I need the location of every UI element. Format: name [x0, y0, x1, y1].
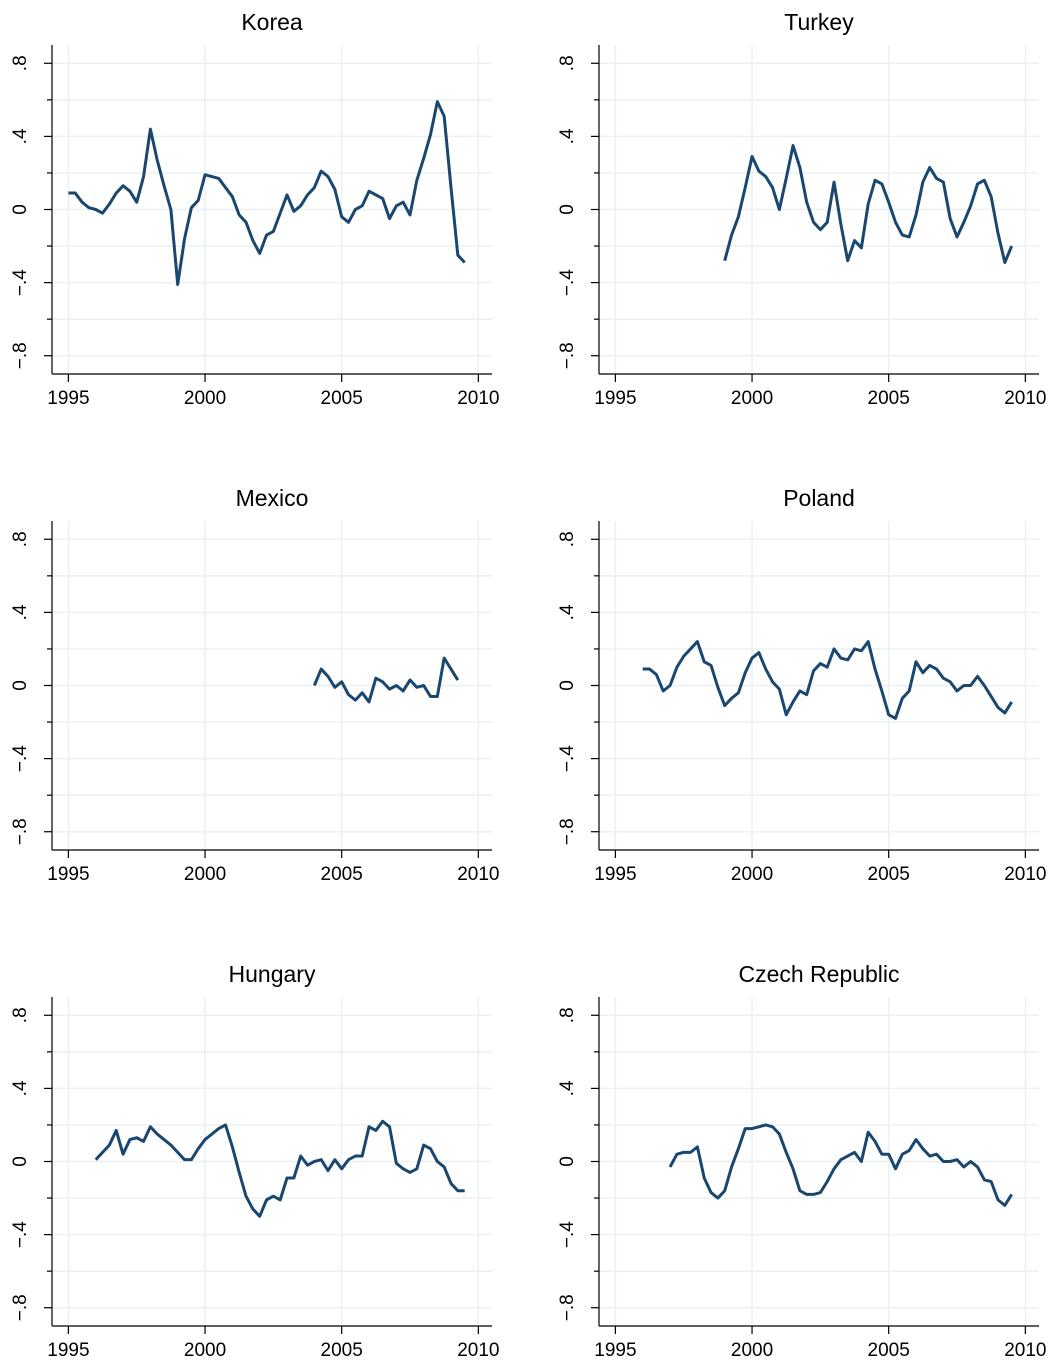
x-tick-label: 2005 [321, 388, 363, 409]
chart-title: Turkey [784, 9, 854, 35]
chart-title: Hungary [229, 961, 316, 987]
x-tick-label: 2005 [868, 388, 910, 409]
y-tick-label: 0 [10, 204, 31, 215]
y-tick-label: .4 [557, 128, 578, 144]
data-line [642, 640, 1013, 720]
y-tick-label: .4 [10, 604, 31, 620]
y-tick-label: −.4 [557, 269, 578, 296]
y-tick-label: 0 [557, 680, 578, 691]
x-tick-label: 2005 [868, 1340, 910, 1361]
y-tick-label: 0 [10, 680, 31, 691]
y-tick-label: 0 [557, 1156, 578, 1167]
data-line [312, 656, 460, 704]
data-line [68, 100, 466, 286]
x-tick-label: 2005 [321, 864, 363, 885]
y-tick-label: .4 [10, 1080, 31, 1096]
data-line [668, 1123, 1013, 1207]
y-tick-label: .4 [10, 128, 31, 144]
y-tick-label: −.8 [557, 1294, 578, 1321]
x-tick-label: 2010 [1004, 864, 1046, 885]
y-tick-label: .8 [10, 1007, 31, 1023]
chart-title: Korea [241, 9, 303, 35]
x-tick-label: 2000 [731, 1340, 773, 1361]
y-tick-label: −.8 [557, 818, 578, 845]
y-tick-label: .4 [557, 1080, 578, 1096]
y-tick-label: .4 [557, 604, 578, 620]
y-tick-label: −.4 [10, 1221, 31, 1248]
x-tick-label: 2010 [1004, 1340, 1046, 1361]
y-tick-label: −.8 [10, 818, 31, 845]
x-tick-label: 1995 [47, 388, 89, 409]
y-tick-label: −.4 [557, 745, 578, 772]
x-tick-label: 2010 [457, 864, 499, 885]
x-tick-label: 2000 [184, 388, 226, 409]
y-tick-label: .8 [557, 531, 578, 547]
x-tick-label: 1995 [594, 1340, 636, 1361]
x-tick-label: 1995 [594, 864, 636, 885]
y-tick-label: .8 [557, 55, 578, 71]
x-tick-label: 1995 [47, 864, 89, 885]
chart-title: Czech Republic [738, 961, 899, 987]
x-tick-label: 2005 [321, 1340, 363, 1361]
x-tick-label: 2010 [457, 388, 499, 409]
x-tick-label: 2000 [731, 388, 773, 409]
x-tick-label: 1995 [47, 1340, 89, 1361]
y-tick-label: −.4 [557, 1221, 578, 1248]
x-tick-label: 2010 [1004, 388, 1046, 409]
x-tick-label: 2000 [731, 864, 773, 885]
y-tick-label: −.4 [10, 269, 31, 296]
x-tick-label: 1995 [594, 388, 636, 409]
y-tick-label: −.4 [10, 745, 31, 772]
y-tick-label: 0 [10, 1156, 31, 1167]
chart-title: Mexico [236, 485, 309, 511]
chart-title: Poland [783, 485, 855, 511]
x-tick-label: 2010 [457, 1340, 499, 1361]
y-tick-label: −.8 [557, 342, 578, 369]
data-line [94, 1119, 465, 1218]
x-tick-label: 2000 [184, 1340, 226, 1361]
x-tick-label: 2000 [184, 864, 226, 885]
y-tick-label: .8 [10, 531, 31, 547]
y-tick-label: .8 [10, 55, 31, 71]
x-tick-label: 2005 [868, 864, 910, 885]
y-tick-label: −.8 [10, 1294, 31, 1321]
data-line [723, 144, 1014, 265]
y-tick-label: .8 [557, 1007, 578, 1023]
y-tick-label: 0 [557, 204, 578, 215]
y-tick-label: −.8 [10, 342, 31, 369]
